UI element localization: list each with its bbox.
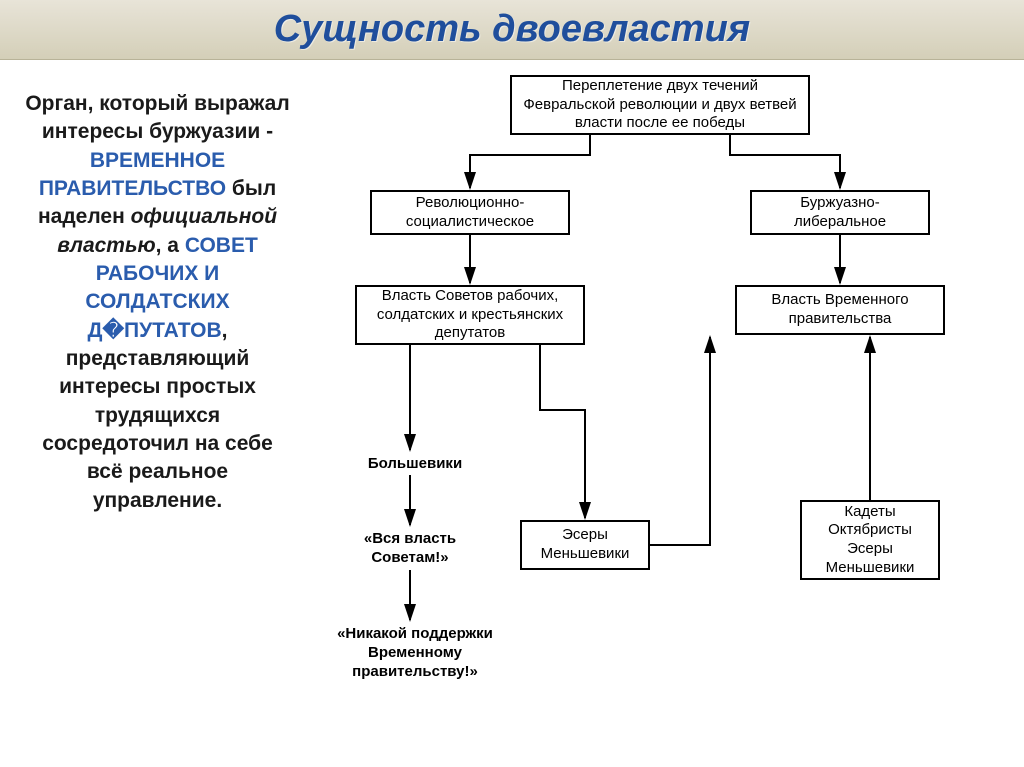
left-explanation: Орган, который выражал интересы буржуази… <box>0 60 310 767</box>
node-left-power: Власть Советов рабочих, солдатских и кре… <box>355 285 585 345</box>
node-sr-mens-text: Эсеры Меньшевики <box>532 526 638 564</box>
node-right-power: Власть Временного правительства <box>735 285 945 335</box>
left-p1-d: , представляющий интересы простых трудящ… <box>42 319 273 512</box>
title-bar: Сущность двоевластия <box>0 0 1024 60</box>
node-right-branch-text: Буржуазно-либеральное <box>762 194 918 232</box>
flowchart: Переплетение двух течений Февральской ре… <box>310 60 1024 767</box>
node-top-text: Переплетение двух течений Февральской ре… <box>522 77 798 133</box>
node-top: Переплетение двух течений Февральской ре… <box>510 75 810 135</box>
label-bolsheviks: Большевики <box>350 455 480 474</box>
node-right-branch: Буржуазно-либеральное <box>750 190 930 235</box>
left-p1-blue1: ВРЕМЕННОЕ ПРАВИТЕЛЬСТВО <box>39 149 226 200</box>
label-slogan2: «Никакой поддержки Временному правительс… <box>335 625 495 681</box>
node-left-power-text: Власть Советов рабочих, солдатских и кре… <box>367 287 573 343</box>
node-cadets-etc-text: Кадеты Октябристы Эсеры Меньшевики <box>812 503 928 578</box>
label-slogan1-text: «Вся власть Советам!» <box>364 530 456 566</box>
left-p1-c: , а <box>156 234 185 257</box>
node-right-power-text: Власть Временного правительства <box>747 291 933 329</box>
left-p1-a: Орган, который выражал интересы буржуази… <box>25 92 289 143</box>
page-title: Сущность двоевластия <box>274 8 750 51</box>
label-bolsheviks-text: Большевики <box>368 455 462 472</box>
content-area: Орган, который выражал интересы буржуази… <box>0 60 1024 767</box>
node-cadets-etc: Кадеты Октябристы Эсеры Меньшевики <box>800 500 940 580</box>
label-slogan2-text: «Никакой поддержки Временному правительс… <box>337 625 493 680</box>
label-slogan1: «Вся власть Советам!» <box>340 530 480 568</box>
node-sr-mens: Эсеры Меньшевики <box>520 520 650 570</box>
node-left-branch: Революционно-социалистическое <box>370 190 570 235</box>
node-left-branch-text: Революционно-социалистическое <box>382 194 558 232</box>
